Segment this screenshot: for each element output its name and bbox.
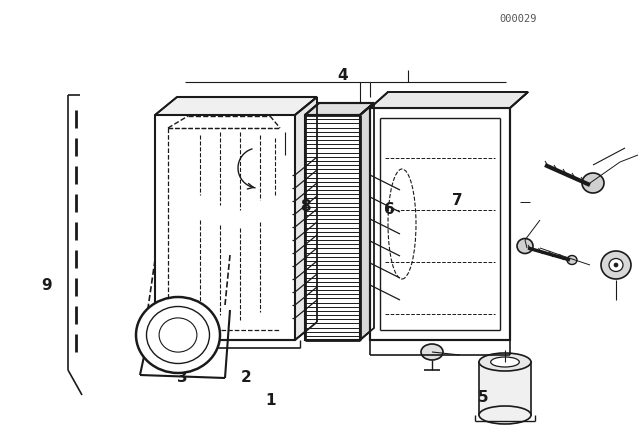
Polygon shape <box>370 108 510 340</box>
Ellipse shape <box>159 318 197 352</box>
Text: 2: 2 <box>241 370 252 385</box>
Text: 3: 3 <box>177 370 188 385</box>
Ellipse shape <box>601 251 631 279</box>
Text: 5: 5 <box>478 390 488 405</box>
Ellipse shape <box>479 406 531 424</box>
Polygon shape <box>360 103 374 340</box>
Text: 000029: 000029 <box>500 14 537 24</box>
Ellipse shape <box>491 357 519 367</box>
Ellipse shape <box>147 306 209 363</box>
Text: 1: 1 <box>265 393 275 409</box>
Ellipse shape <box>614 263 618 267</box>
Ellipse shape <box>567 255 577 264</box>
Text: 7: 7 <box>452 193 463 208</box>
Text: 4: 4 <box>337 68 348 83</box>
Polygon shape <box>295 97 317 340</box>
Ellipse shape <box>517 238 533 254</box>
Text: 6: 6 <box>384 202 394 217</box>
Polygon shape <box>370 92 528 108</box>
Ellipse shape <box>479 353 531 371</box>
Text: 9: 9 <box>41 278 51 293</box>
Text: 8: 8 <box>301 199 311 215</box>
Polygon shape <box>479 362 531 415</box>
Polygon shape <box>155 97 317 115</box>
Ellipse shape <box>421 344 443 360</box>
Polygon shape <box>305 103 374 115</box>
Ellipse shape <box>609 258 623 271</box>
Polygon shape <box>305 115 360 340</box>
Ellipse shape <box>582 173 604 193</box>
Polygon shape <box>155 115 295 340</box>
Ellipse shape <box>136 297 220 373</box>
